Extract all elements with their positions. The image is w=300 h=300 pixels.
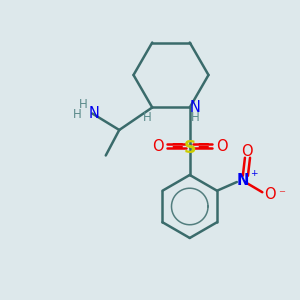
Text: H: H [142, 111, 151, 124]
Text: N: N [88, 106, 99, 121]
Text: O: O [216, 139, 228, 154]
Text: N: N [190, 100, 201, 115]
Text: =: = [196, 138, 209, 153]
Text: O: O [264, 187, 276, 202]
Text: H: H [73, 109, 82, 122]
Text: H: H [79, 98, 88, 111]
Text: O: O [242, 144, 253, 159]
Text: O: O [152, 139, 164, 154]
Text: H: H [191, 112, 200, 124]
Text: =: = [170, 138, 184, 153]
Text: N: N [237, 173, 249, 188]
Text: +: + [250, 169, 258, 178]
Text: S: S [184, 139, 196, 157]
Text: ⁻: ⁻ [278, 188, 285, 201]
